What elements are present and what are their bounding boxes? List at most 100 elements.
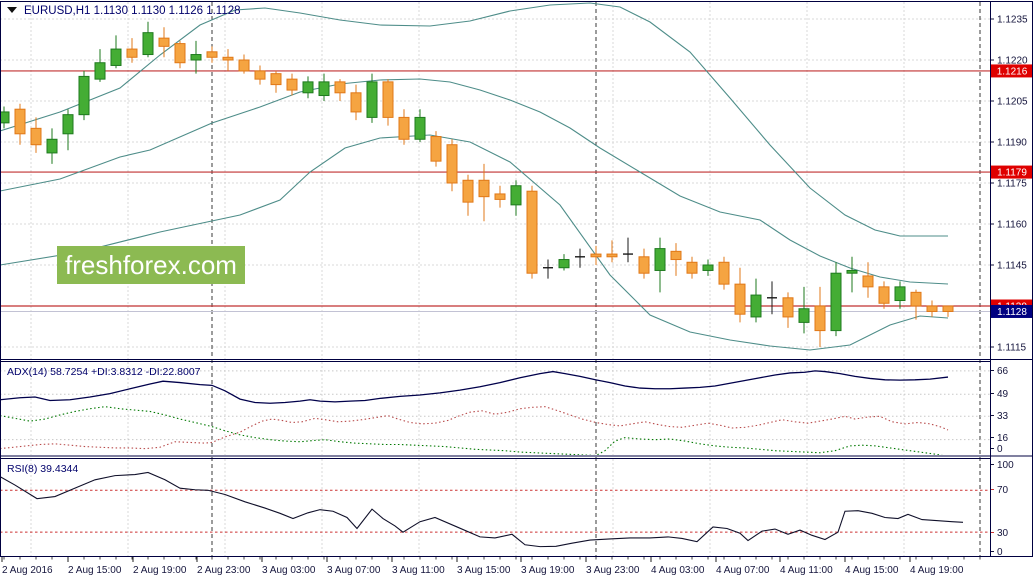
time-axis-label: 4 Aug 03:00 [651, 565, 705, 576]
time-axis-label: 4 Aug 07:00 [716, 565, 770, 576]
bollinger-middle-band [0, 78, 949, 285]
bearish-candle [878, 286, 890, 304]
bullish-candle [78, 75, 90, 116]
time-axis-label: 2 Aug 23:00 [197, 565, 251, 576]
bullish-candle [190, 54, 202, 61]
bullish-candle [830, 272, 842, 332]
price-badge-label: 1.1179 [997, 168, 1027, 179]
bullish-candle [142, 32, 154, 56]
adx-axis-label: 49 [997, 389, 1009, 400]
adx-axis-label: 16 [997, 433, 1009, 444]
price-axis-area[interactable] [991, 2, 1033, 556]
bullish-candle [318, 81, 330, 97]
rsi-plot-area[interactable] [0, 459, 990, 556]
bearish-candle [254, 70, 266, 80]
price-axis-label: 1.1160 [997, 220, 1027, 231]
bullish-candle [94, 62, 106, 80]
bullish-candle [654, 248, 666, 271]
bollinger-lower-band [0, 134, 949, 351]
time-axis-label: 3 Aug 03:00 [262, 565, 316, 576]
symbol-header: EURUSD,H1 1.1130 1.1130 1.1126 1.1128 [7, 5, 241, 17]
time-axis-label: 3 Aug 11:00 [392, 565, 445, 576]
bearish-candle [270, 73, 282, 86]
price-badge-label: 1.1128 [997, 307, 1027, 318]
adx-axis-label: 66 [997, 366, 1009, 377]
price-axis-label: 1.1145 [997, 261, 1027, 272]
bearish-candle [478, 179, 490, 198]
bearish-candle [286, 78, 298, 91]
symbol-ohlc-title: EURUSD,H1 1.1130 1.1130 1.1126 1.1128 [24, 5, 241, 17]
axis-labels-layer: 1.1235 1.1220 1.1205 1.1190 1.1175 1.1160 1.11… [1, 15, 1033, 576]
price-axis-label: 1.1205 [997, 97, 1028, 108]
bearish-candle [686, 261, 698, 274]
bollinger-upper-band [0, 2, 948, 237]
bearish-candle [814, 305, 826, 332]
time-axis-area[interactable] [0, 557, 1033, 579]
time-axis-label: 2 Aug 15:00 [68, 565, 122, 576]
candles-layer [0, 2, 990, 351]
bearish-candle [590, 253, 602, 258]
bearish-candle [942, 305, 954, 312]
watermark-text: freshforex.com [65, 250, 237, 280]
time-axis-label: 3 Aug 19:00 [521, 565, 575, 576]
price-axis-label: 1.1220 [997, 56, 1028, 67]
bullish-candle [62, 114, 74, 135]
watermark-box [57, 246, 245, 284]
time-axis-label: 4 Aug 11:00 [780, 565, 833, 576]
plus-di-line [0, 406, 943, 455]
price-level-badge [991, 64, 1033, 78]
bearish-candle [350, 92, 362, 113]
symbol-dropdown-icon[interactable] [7, 7, 17, 13]
rsi-layer [0, 471, 990, 548]
bearish-candle [638, 256, 650, 274]
adx-axis-label: 0 [997, 444, 1003, 455]
bearish-candle [910, 291, 922, 307]
time-axis-label: 4 Aug 19:00 [910, 565, 964, 576]
rsi-axis-label: 70 [997, 485, 1009, 496]
bearish-candle [158, 37, 170, 47]
bullish-candle [46, 138, 58, 154]
bullish-candle [302, 81, 314, 94]
adx-indicator-label: ADX(14) 58.7254 +DI:3.8312 -DI:22.8007 [7, 366, 201, 378]
bearish-candle [862, 275, 874, 288]
bearish-candle [30, 127, 42, 146]
bullish-candle [798, 308, 810, 323]
price-axis-label: 1.1235 [997, 15, 1028, 26]
bullish-candle [894, 286, 906, 302]
bearish-candle [446, 144, 458, 184]
bullish-candle [702, 264, 714, 271]
rsi-axis-label: 0 [997, 547, 1003, 558]
bearish-candle [222, 56, 234, 61]
adx-main-line [0, 370, 949, 404]
bearish-candle [670, 250, 682, 261]
bearish-candle [734, 283, 746, 315]
rsi-line [0, 471, 964, 548]
price-axis-label: 1.1175 [997, 179, 1027, 190]
current-bid-badge [991, 304, 1033, 318]
bullish-candle [110, 48, 122, 66]
adx-axis-label: 33 [997, 411, 1009, 422]
bearish-candle [238, 59, 250, 72]
main-plot-area[interactable] [0, 2, 990, 359]
rsi-axis-label: 100 [997, 460, 1014, 471]
bearish-candle [206, 51, 218, 58]
bearish-candle [174, 43, 186, 64]
time-axis-label: 3 Aug 07:00 [327, 565, 381, 576]
time-axis-label: 4 Aug 15:00 [845, 565, 899, 576]
adx-layer [0, 370, 990, 455]
price-axis-label: 1.1190 [997, 138, 1027, 149]
bearish-candle [14, 108, 26, 135]
bearish-candle [606, 253, 618, 258]
time-axis-label: 2 Aug 19:00 [133, 565, 187, 576]
rsi-axis-label: 30 [997, 528, 1009, 539]
bearish-candle [382, 81, 394, 118]
bearish-candle [526, 190, 538, 274]
bearish-candle [334, 81, 346, 94]
price-badge-label: 1.1216 [997, 66, 1028, 77]
bullish-candle [414, 116, 426, 140]
bullish-candle [750, 294, 762, 318]
bearish-candle [494, 193, 506, 200]
price-axis-label: 1.1115 [997, 343, 1027, 354]
